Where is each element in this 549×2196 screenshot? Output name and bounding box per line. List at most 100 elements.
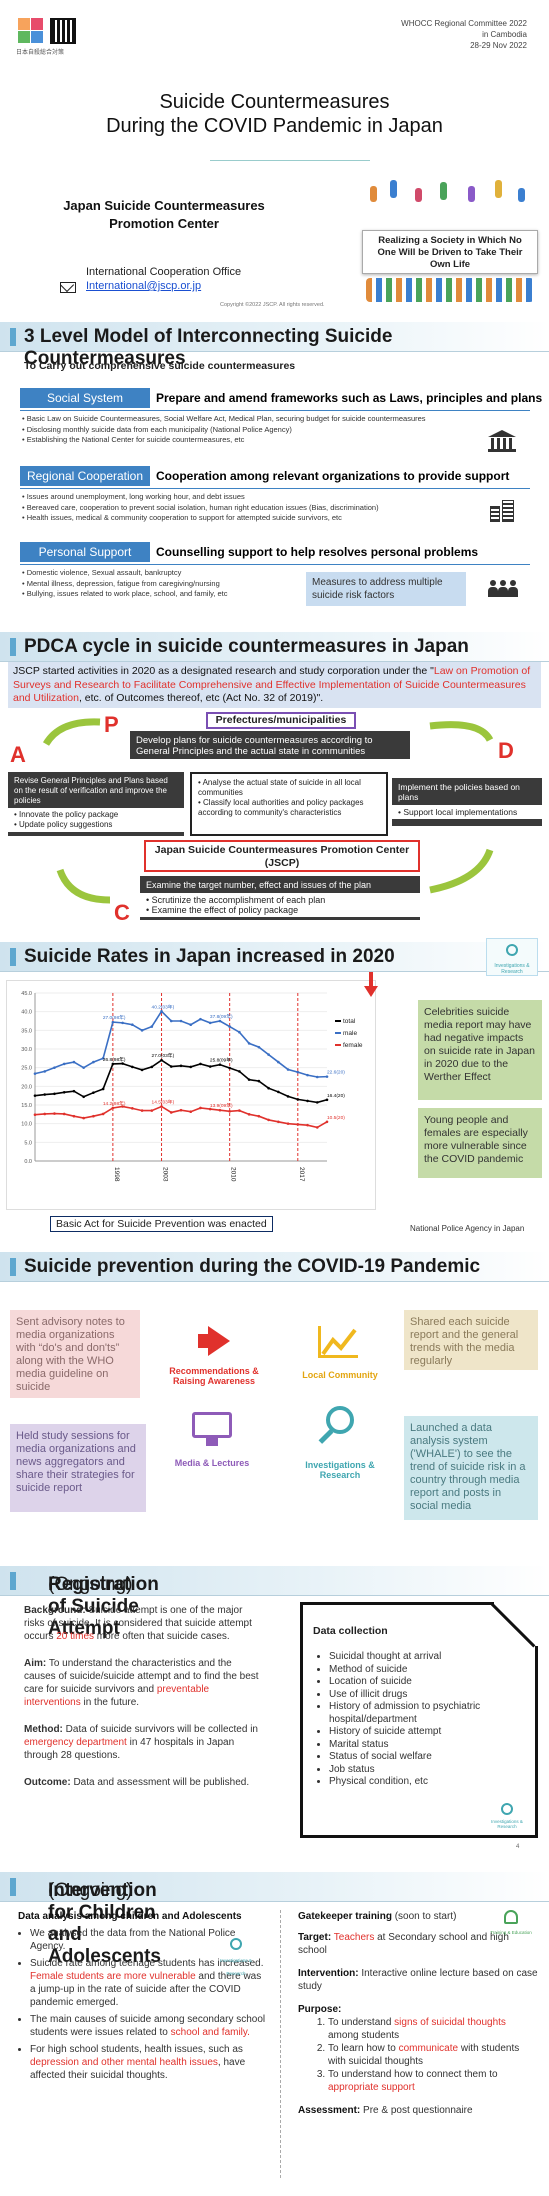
data-point-total	[257, 1079, 261, 1083]
page-title: Suicide Countermeasures During the COVID…	[0, 90, 549, 138]
event-info: WHOCC Regional Committee 2022 in Cambodi…	[401, 18, 527, 51]
data-point-total	[325, 1098, 329, 1102]
dc-badge: Investigations & Research	[487, 1801, 527, 1831]
data-point-total	[140, 1068, 144, 1072]
data-point-male	[33, 1072, 37, 1075]
aim-text: To understand the characteristics and th…	[24, 1658, 259, 1695]
list-item: Establishing the National Center for sui…	[22, 435, 426, 446]
personal-support-list: Domestic violence, Sexual assault, bankr…	[22, 568, 228, 600]
letter-a: A	[10, 742, 26, 767]
model-subtitle: To Carry out comprehensive suicide count…	[24, 360, 296, 372]
y-tick-label: 25.0	[21, 1066, 32, 1072]
list-item: Status of social welfare	[329, 1751, 517, 1764]
jscp-line-1: Japan Suicide Countermeasures Promotion …	[154, 844, 410, 856]
data-point-female	[277, 1120, 280, 1124]
event-dates: 28-29 Nov 2022	[470, 41, 527, 50]
data-point-male	[228, 1025, 231, 1028]
data-point-total	[296, 1098, 300, 1101]
data-point-male	[131, 1023, 134, 1027]
plan-text: Develop plans for suicide countermeasure…	[136, 735, 373, 757]
data-label: 37.8(09年)	[210, 1013, 233, 1020]
data-point-male	[257, 1045, 261, 1049]
assess-label: Assessment:	[298, 2105, 361, 2116]
crowd-illustration: Realizing a Society in Which No One Will…	[360, 178, 540, 308]
jscp-line-2: (JSCP)	[264, 857, 300, 869]
data-point-total	[111, 1062, 115, 1066]
gk-note: (soon to start)	[394, 1911, 457, 1922]
section-title-rates: Suicide Rates in Japan increased in 2020	[0, 942, 549, 972]
slogan-box: Realizing a Society in Which No One Will…	[362, 230, 538, 274]
data-point-female	[199, 1106, 202, 1110]
p1-text-end: among students	[328, 2030, 400, 2041]
section-title-model: 3 Level Model of Interconnecting Suicide…	[0, 322, 549, 369]
prefectures-text: Prefectures/municipalities	[215, 714, 347, 726]
qr-code-icon	[50, 18, 76, 44]
list-item: Analyse the actual state of suicide in a…	[198, 778, 380, 798]
p2-highlight: communicate	[398, 2043, 459, 2054]
list-item: Physical condition, etc	[329, 1776, 517, 1789]
data-point-female	[315, 1126, 319, 1129]
data-point-total	[306, 1099, 309, 1103]
data-point-total	[53, 1092, 56, 1096]
data-point-total	[169, 1065, 173, 1068]
aim-label: Aim:	[24, 1658, 47, 1669]
note-celebrities: Celebrities suicide media report may hav…	[418, 1000, 542, 1100]
outcome-label: Outcome:	[24, 1777, 71, 1788]
data-point-male	[53, 1066, 56, 1069]
data-point-female	[82, 1116, 85, 1120]
data-point-male	[277, 1060, 280, 1064]
data-point-female	[33, 1113, 37, 1117]
data-label: 14.2(98年)	[103, 1100, 126, 1107]
list-item: Innovate the policy package	[14, 810, 178, 820]
data-point-total	[286, 1095, 290, 1098]
slogan-text: Realizing a Society in Which No One Will…	[377, 235, 523, 270]
p1-highlight: signs of suicidal thoughts	[394, 2017, 506, 2028]
prevention-title: Suicide prevention during the COVID-19 P…	[24, 1256, 481, 1277]
x-tick-label: 1998	[113, 1167, 120, 1182]
data-point-female	[92, 1114, 95, 1118]
data-point-total	[238, 1070, 241, 1073]
data-point-male	[101, 1057, 105, 1060]
list-item: History of suicide attempt	[329, 1726, 517, 1739]
list-item: To understand signs of suicidal thoughts…	[328, 2016, 538, 2042]
b2-text-end: and there was a jump-up in the rate of s…	[30, 1971, 262, 2008]
list-item: Marital status	[329, 1739, 517, 1752]
social-system-list: Basic Law on Suicide Countermeasures, So…	[22, 414, 426, 446]
data-point-male	[306, 1073, 309, 1077]
data-point-total	[72, 1089, 76, 1093]
aim-para: Aim: To understand the characteristics a…	[24, 1657, 264, 1709]
data-point-total	[199, 1062, 202, 1066]
list-item: Health issues, medical & community coope…	[22, 513, 379, 524]
event-name: WHOCC Regional Committee 2022	[401, 19, 527, 28]
section-title-pdca: PDCA cycle in suicide countermeasures in…	[0, 632, 549, 662]
b2-text: Suicide rate among teenage students has …	[30, 1958, 264, 1969]
title-line-1: Suicide Countermeasures	[159, 91, 390, 113]
data-point-female	[208, 1107, 212, 1111]
people-icon	[504, 1910, 518, 1924]
rates-title: Suicide Rates in Japan increased in 2020	[24, 946, 395, 967]
list-item: Use of illicit drugs	[329, 1689, 517, 1702]
data-collection-list: Suicidal thought at arrival Method of su…	[317, 1651, 517, 1789]
email-link[interactable]: International@jscp.or.jp	[86, 280, 202, 292]
title-line-2: During the COVID Pandemic in Japan	[106, 115, 443, 137]
data-point-female	[160, 1105, 163, 1108]
method-text-end: in 47 hospitals in Japan through 28 ques…	[24, 1737, 235, 1761]
data-point-male	[179, 1019, 183, 1023]
prevention-whale: Launched a data analysis system ('WHALE'…	[404, 1416, 538, 1520]
legend-label: male	[343, 1030, 357, 1037]
b3-text: The main causes of suicide among seconda…	[30, 2014, 266, 2038]
data-point-total	[189, 1065, 193, 1069]
data-point-female	[238, 1109, 241, 1112]
tag-personal-support: Personal Support	[20, 542, 150, 562]
data-point-total	[121, 1062, 124, 1065]
y-tick-label: 40.0	[21, 1010, 32, 1016]
social-system-head: Prepare and amend frameworks such as Law…	[156, 391, 543, 405]
data-point-total	[228, 1066, 231, 1070]
jscp-box: Japan Suicide Countermeasures Promotion …	[144, 840, 420, 872]
data-point-total	[150, 1065, 154, 1069]
revise-box: Revise General Principles and Plans base…	[8, 772, 184, 836]
page-number: 4	[516, 1844, 520, 1850]
data-point-total	[208, 1065, 212, 1068]
legend-label: female	[343, 1042, 363, 1049]
b4-text: For high school students, health issues,…	[30, 2044, 243, 2055]
